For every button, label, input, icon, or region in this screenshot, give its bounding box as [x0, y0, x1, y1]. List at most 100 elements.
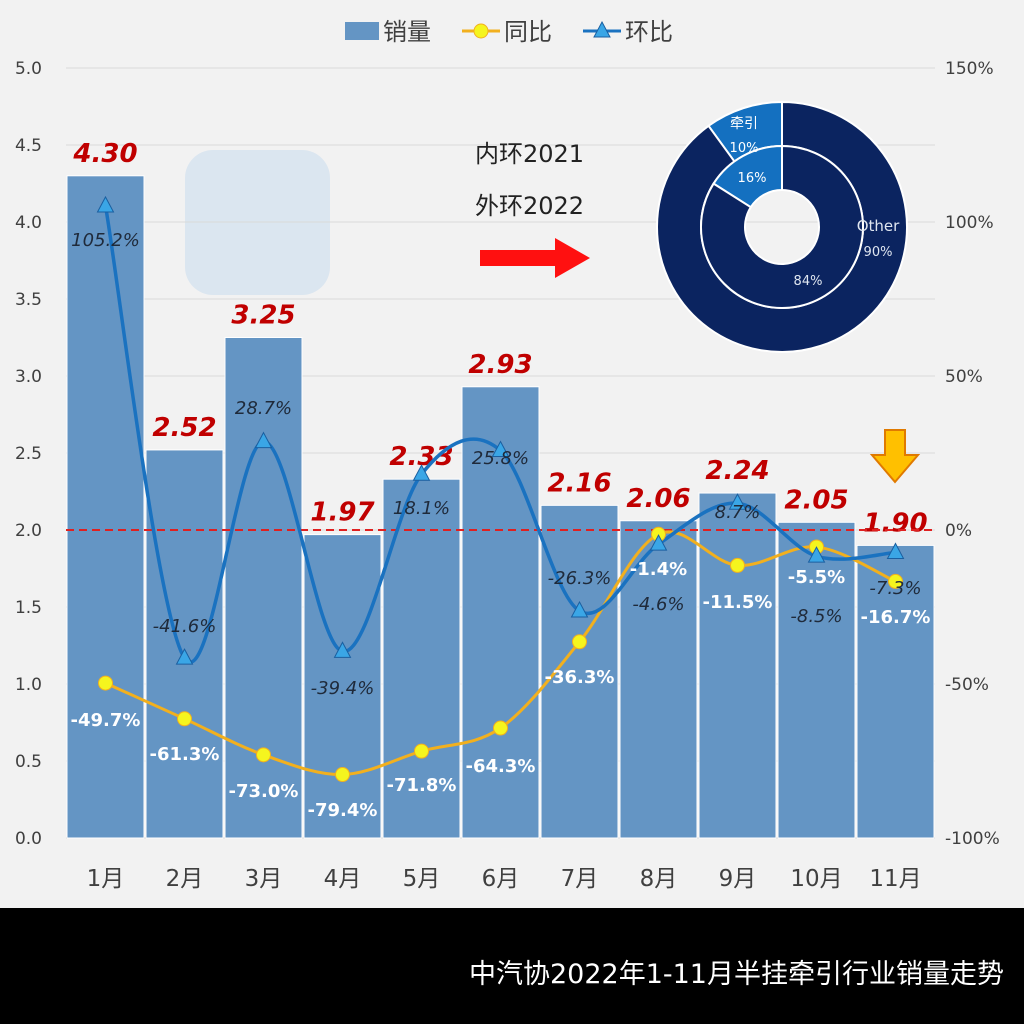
right-tick-label: 50% — [945, 367, 983, 387]
mom-label: 18.1% — [393, 498, 450, 519]
bar-11月 — [856, 544, 935, 839]
bar-value-label: 3.25 — [231, 301, 295, 331]
yoy-label: -1.4% — [630, 559, 687, 580]
left-tick-label: 2.5 — [15, 444, 42, 464]
mom-label: -41.6% — [153, 616, 217, 637]
right-arrow-icon — [480, 238, 590, 278]
mom-label: -8.5% — [790, 606, 842, 627]
bar-value-label: 2.06 — [626, 484, 690, 514]
mom-label: -4.6% — [632, 594, 684, 615]
x-tick-label: 1月 — [87, 866, 125, 892]
left-tick-label: 0.5 — [15, 752, 42, 772]
mom-marker — [886, 542, 905, 559]
mom-label: 105.2% — [71, 230, 140, 251]
mom-marker — [728, 493, 747, 510]
donut-outer-value-traction: 10% — [730, 141, 759, 156]
yoy-marker — [98, 675, 113, 691]
mom-marker — [570, 600, 589, 618]
right-tick-label: -100% — [945, 829, 1000, 849]
mom-marker — [807, 546, 826, 563]
yoy-label: -64.3% — [466, 756, 536, 777]
footer-title: 中汽协2022年1-11月半挂牵引行业销量走势 — [469, 959, 1004, 990]
bar-value-label: 2.93 — [468, 350, 532, 380]
mom-label: 25.8% — [472, 448, 529, 469]
left-tick-label: 0.0 — [15, 829, 42, 849]
yoy-label: -73.0% — [229, 781, 299, 802]
yoy-label: -49.7% — [71, 710, 141, 731]
left-tick-label: 3.5 — [15, 290, 42, 310]
x-tick-label: 3月 — [245, 866, 283, 892]
bar-value-label: 1.90 — [863, 508, 927, 538]
left-tick-label: 1.5 — [15, 598, 42, 618]
legend-bar-swatch — [345, 22, 379, 40]
legend-mom-marker — [593, 20, 611, 38]
left-tick-label: 5.0 — [15, 59, 42, 79]
mom-marker — [333, 641, 352, 658]
mom-marker — [491, 440, 510, 458]
yoy-label: -5.5% — [788, 567, 845, 588]
legend-mom: 环比 — [625, 18, 673, 46]
left-tick-label: 3.0 — [15, 367, 42, 387]
legend-yoy: 同比 — [504, 18, 552, 46]
bar-value-label: 2.24 — [705, 456, 769, 486]
yoy-label: -71.8% — [387, 775, 457, 796]
bar-6月 — [461, 386, 540, 839]
yoy-line — [104, 530, 897, 777]
bar-value-label: 1.97 — [310, 498, 375, 528]
bar-value-label: 4.30 — [72, 139, 137, 169]
x-tick-label: 4月 — [324, 866, 362, 892]
x-tick-label: 6月 — [482, 866, 520, 892]
yoy-label: -61.3% — [150, 744, 220, 765]
right-tick-label: 100% — [945, 213, 994, 233]
yoy-marker — [493, 720, 508, 736]
right-tick-label: -50% — [945, 675, 989, 695]
donut-inner-slice-Other — [700, 144, 864, 309]
yoy-label: -11.5% — [703, 592, 773, 613]
x-tick-label: 8月 — [640, 866, 678, 892]
mom-marker — [412, 464, 431, 481]
yoy-marker — [256, 747, 271, 763]
footer-bar: 中汽协2022年1-11月半挂牵引行业销量走势 — [0, 908, 1024, 1024]
left-tick-label: 4.5 — [15, 136, 42, 156]
yoy-marker — [572, 634, 587, 650]
chart: 0.0 0.5 1.0 1.5 2.0 2.5 3.0 3.5 4.0 4.5 5.0 -100% -5… — [15, 18, 1000, 892]
mom-label: 8.7% — [715, 502, 761, 523]
yoy-marker — [335, 767, 350, 783]
bar-value-label: 2.05 — [784, 485, 848, 515]
yoy-label: -79.4% — [308, 800, 378, 821]
down-arrow-icon — [869, 429, 921, 484]
bar-2月 — [145, 449, 224, 839]
donut-outer-name-other: Other — [857, 217, 900, 235]
x-tick-label: 5月 — [403, 866, 441, 892]
donut-outer-label: 外环2022 — [475, 192, 584, 220]
bar-4月 — [303, 534, 382, 839]
x-tick-label: 9月 — [719, 866, 757, 892]
yoy-label: -16.7% — [861, 607, 931, 628]
x-tick-label: 2月 — [166, 866, 204, 892]
yoy-marker — [730, 557, 745, 573]
x-tick-label: 7月 — [561, 866, 599, 892]
bar-value-label: 2.16 — [547, 468, 611, 498]
yoy-marker — [177, 711, 192, 727]
yoy-marker — [888, 573, 903, 589]
mom-label: -26.3% — [548, 568, 612, 589]
mom-label: 28.7% — [235, 398, 292, 419]
legend-sales: 销量 — [383, 18, 431, 46]
mom-label: -39.4% — [311, 678, 375, 699]
mom-label: -7.3% — [869, 578, 921, 599]
bar-9月 — [698, 492, 777, 839]
right-tick-label: 0% — [945, 521, 972, 541]
left-tick-label: 4.0 — [15, 213, 42, 233]
yoy-label: -36.3% — [545, 667, 615, 688]
donut-inner-label: 内环2021 — [475, 140, 584, 168]
donut-outer-name-traction: 牵引 — [730, 116, 758, 132]
mom-marker — [254, 431, 273, 449]
bar-1月 — [66, 175, 145, 839]
right-tick-label: 150% — [945, 59, 994, 79]
left-tick-label: 2.0 — [15, 521, 42, 541]
donut-outer-value-other: 90% — [864, 245, 893, 260]
bar-value-label: 2.52 — [152, 413, 216, 443]
mom-marker — [96, 195, 115, 213]
donut-inner-value-other: 84% — [794, 274, 823, 289]
bar-10月 — [777, 521, 856, 839]
